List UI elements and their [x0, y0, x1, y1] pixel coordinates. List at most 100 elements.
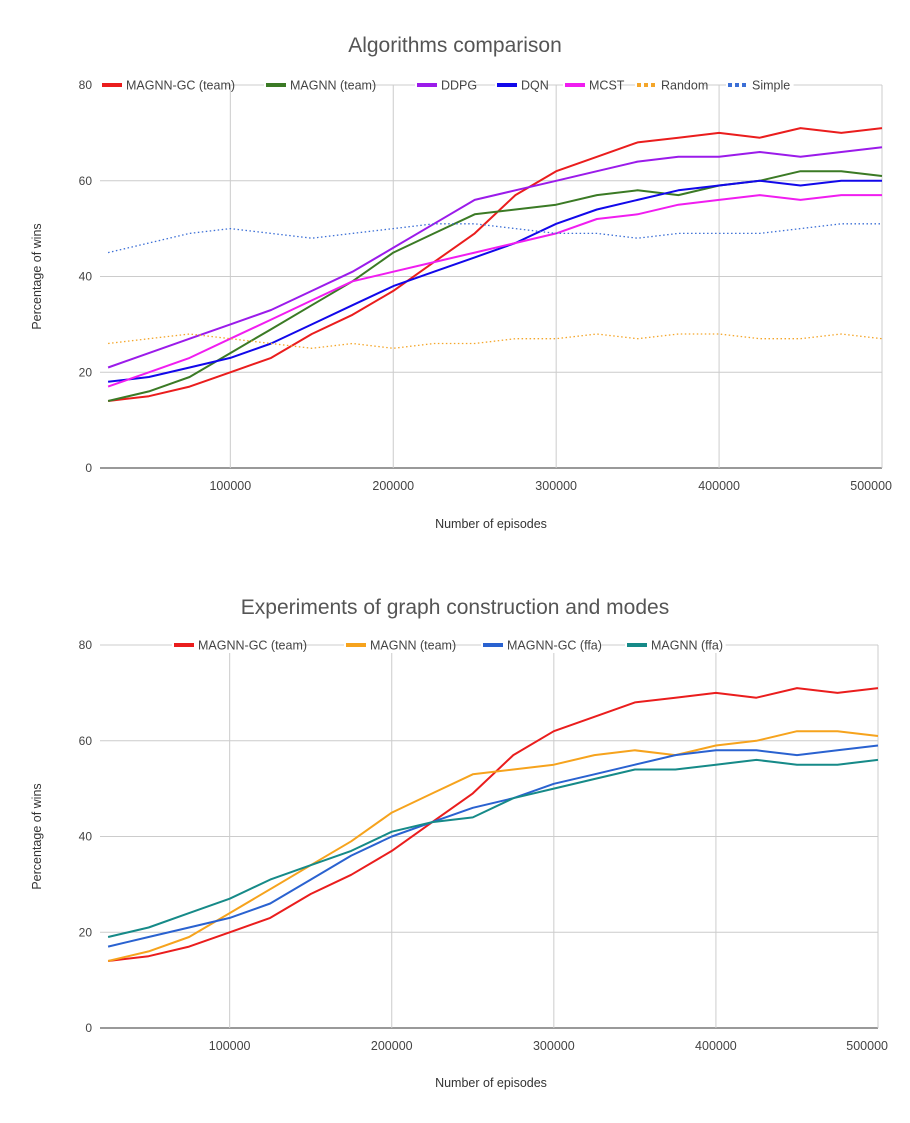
data-point — [553, 788, 555, 790]
legend-label: Simple — [752, 79, 790, 93]
data-point — [392, 290, 394, 292]
legend-backing — [635, 77, 703, 93]
legend-item: DQN — [495, 77, 549, 93]
legend-item: MAGNN-GC (team) — [172, 637, 307, 653]
data-point — [553, 783, 555, 785]
y-tick-label: 60 — [79, 734, 93, 748]
data-point — [270, 232, 272, 234]
data-point — [391, 812, 393, 814]
data-point — [837, 692, 839, 694]
series-magnn-gc-team — [107, 687, 879, 962]
series-line — [107, 687, 879, 962]
data-point — [593, 716, 595, 718]
data-point — [472, 773, 474, 775]
data-point — [881, 146, 883, 148]
data-point — [350, 874, 352, 876]
data-point — [637, 237, 639, 239]
x-tick-label: 200000 — [371, 1039, 413, 1053]
data-point — [350, 850, 352, 852]
data-point — [881, 338, 883, 340]
data-point — [433, 223, 435, 225]
data-point — [107, 960, 109, 962]
data-point — [800, 170, 802, 172]
data-point — [350, 855, 352, 857]
data-point — [877, 759, 879, 761]
data-point — [634, 764, 636, 766]
data-point — [352, 314, 354, 316]
legend-label: DQN — [521, 79, 549, 93]
data-point — [391, 836, 393, 838]
data-point — [596, 156, 598, 158]
data-point — [759, 194, 761, 196]
data-point — [107, 936, 109, 938]
legend-item: Random — [635, 77, 708, 93]
data-point — [759, 180, 761, 182]
data-point — [311, 304, 313, 306]
data-point — [555, 204, 557, 206]
x-tick-label: 400000 — [698, 479, 740, 493]
y-tick-label: 0 — [85, 461, 92, 475]
x-tick-label: 100000 — [209, 1039, 251, 1053]
data-point — [188, 912, 190, 914]
data-point — [840, 194, 842, 196]
data-point — [310, 893, 312, 895]
data-point — [311, 237, 313, 239]
data-point — [677, 137, 679, 139]
data-point — [796, 687, 798, 689]
data-point — [392, 247, 394, 249]
y-tick-label: 20 — [79, 365, 93, 379]
data-point — [107, 946, 109, 948]
data-point — [431, 821, 433, 823]
data-point — [677, 194, 679, 196]
data-point — [881, 194, 883, 196]
data-point — [270, 319, 272, 321]
data-point — [269, 879, 271, 881]
data-point — [837, 730, 839, 732]
data-point — [392, 252, 394, 254]
data-point — [189, 338, 191, 340]
data-point — [800, 127, 802, 129]
data-point — [555, 338, 557, 340]
data-point — [148, 371, 150, 373]
legend-backing — [563, 77, 618, 93]
legend: MAGNN-GC (team) MAGNN (team) MAGNN-GC (ffa… — [172, 637, 726, 653]
data-point — [189, 232, 191, 234]
legend-item: DDPG — [415, 77, 477, 93]
data-point — [637, 161, 639, 163]
data-point — [148, 927, 150, 929]
data-point — [514, 209, 516, 211]
data-point — [107, 381, 109, 383]
series-magnn-team — [107, 170, 883, 402]
data-point — [634, 701, 636, 703]
y-tick-label: 40 — [79, 830, 93, 844]
legend-label: MAGNN-GC (team) — [126, 79, 235, 93]
data-point — [674, 769, 676, 771]
data-point — [269, 917, 271, 919]
data-point — [555, 180, 557, 182]
legend-item: MAGNN-GC (ffa) — [481, 637, 602, 653]
data-point — [311, 333, 313, 335]
legend-label: MAGNN (ffa) — [651, 639, 723, 653]
data-point — [148, 390, 150, 392]
data-point — [881, 223, 883, 225]
data-point — [796, 754, 798, 756]
y-tick-label: 80 — [79, 78, 93, 92]
data-point — [755, 759, 757, 761]
data-point — [759, 232, 761, 234]
chart-title: Experiments of graph construction and mo… — [241, 596, 669, 619]
data-point — [840, 180, 842, 182]
legend-label: MAGNN-GC (team) — [198, 639, 307, 653]
legend-item: MCST — [563, 77, 625, 93]
data-point — [514, 194, 516, 196]
legend-label: DDPG — [441, 79, 477, 93]
data-point — [433, 271, 435, 273]
legend-item: MAGNN (team) — [344, 637, 456, 653]
data-point — [755, 749, 757, 751]
data-point — [759, 137, 761, 139]
data-point — [715, 745, 717, 747]
data-point — [555, 223, 557, 225]
data-point — [877, 687, 879, 689]
series-magnn-gc-ffa — [107, 744, 879, 948]
data-point — [310, 879, 312, 881]
